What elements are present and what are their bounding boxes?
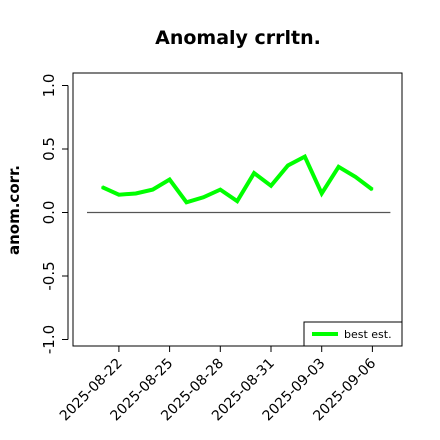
data-point	[270, 185, 272, 187]
y-tick-label: -0.5	[40, 261, 58, 290]
data-point	[118, 193, 120, 196]
data-point	[202, 196, 205, 199]
y-axis-label: anom.corr.	[5, 165, 23, 255]
data-point	[168, 178, 171, 181]
y-tick-label: 0.0	[40, 201, 58, 225]
legend: best est.	[303, 321, 403, 347]
data-point	[219, 188, 222, 191]
data-point	[354, 176, 357, 178]
data-point	[253, 172, 255, 174]
legend-label: best est.	[344, 328, 392, 341]
series-line-best-est	[101, 153, 374, 205]
y-tick-label: 0.5	[40, 137, 58, 161]
plot-frame	[72, 72, 403, 347]
data-point	[371, 188, 374, 191]
data-point	[304, 155, 306, 158]
y-tick-label: 1.0	[40, 74, 58, 98]
chart-title: Anomaly crrltn.	[155, 27, 321, 49]
data-point	[185, 201, 188, 204]
x-axis: 2025-08-222025-08-252025-08-282025-08-31…	[57, 345, 379, 424]
data-point	[236, 200, 238, 202]
data-point	[151, 188, 154, 191]
data-point	[135, 192, 137, 195]
y-axis: -1.0 -0.5 0.0 0.5 1.0	[40, 74, 69, 354]
data-point	[101, 186, 103, 188]
plot-area	[87, 153, 391, 214]
data-point	[287, 164, 289, 167]
data-point	[320, 192, 323, 195]
data-point	[337, 165, 340, 168]
y-tick-label: -1.0	[40, 325, 58, 354]
